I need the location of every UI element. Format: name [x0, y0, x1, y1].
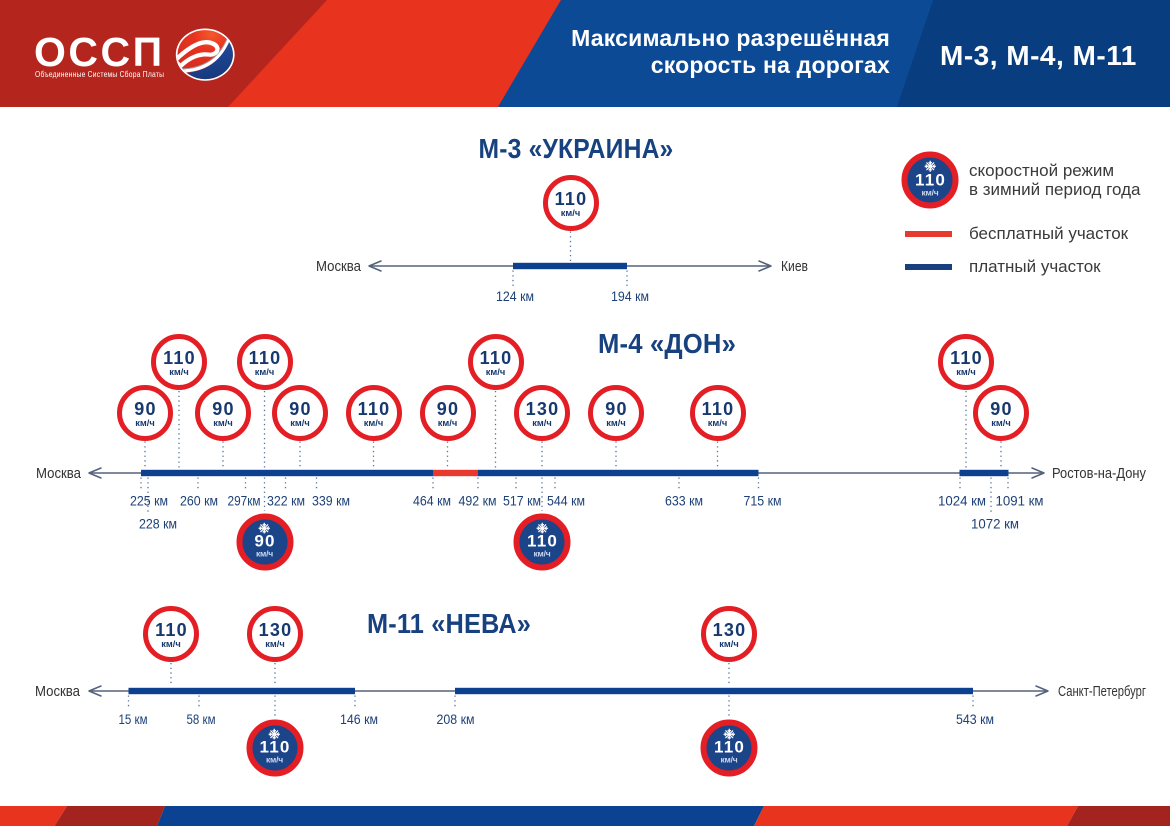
- svg-text:15 км: 15 км: [119, 711, 148, 727]
- svg-text:Москва: Москва: [35, 684, 81, 700]
- svg-text:543 км: 543 км: [956, 711, 994, 727]
- svg-text:1024 км: 1024 км: [938, 493, 986, 509]
- svg-text:260 км: 260 км: [180, 493, 218, 509]
- svg-text:Москва: Москва: [36, 466, 82, 482]
- svg-text:Москва: Москва: [316, 259, 362, 275]
- svg-text:715 км: 715 км: [744, 493, 782, 509]
- svg-text:225 км: 225 км: [130, 493, 168, 509]
- svg-text:Ростов-на-Дону: Ростов-на-Дону: [1052, 466, 1147, 482]
- svg-text:464 км: 464 км: [413, 493, 451, 509]
- svg-text:297км: 297км: [228, 493, 261, 509]
- svg-text:322 км: 322 км: [267, 493, 305, 509]
- svg-text:1072 км: 1072 км: [971, 516, 1019, 532]
- svg-text:146 км: 146 км: [340, 711, 378, 727]
- svg-text:633 км: 633 км: [665, 493, 703, 509]
- svg-text:492 км: 492 км: [459, 493, 497, 509]
- svg-text:1091 км: 1091 км: [996, 493, 1044, 509]
- svg-text:544 км: 544 км: [547, 493, 585, 509]
- svg-text:194 км: 194 км: [611, 288, 649, 304]
- svg-text:124 км: 124 км: [496, 288, 534, 304]
- svg-text:517 км: 517 км: [503, 493, 541, 509]
- svg-text:339 км: 339 км: [312, 493, 350, 509]
- svg-text:Киев: Киев: [781, 259, 808, 275]
- svg-text:208 км: 208 км: [437, 711, 475, 727]
- svg-text:58 км: 58 км: [187, 711, 216, 727]
- svg-text:Санкт-Петербург: Санкт-Петербург: [1058, 684, 1146, 700]
- svg-text:228 км: 228 км: [139, 516, 177, 532]
